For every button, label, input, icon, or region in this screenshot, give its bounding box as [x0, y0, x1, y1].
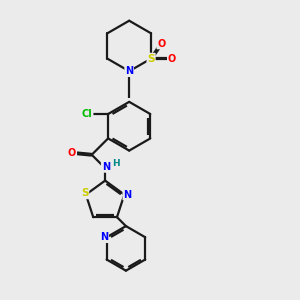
Text: N: N	[123, 190, 131, 200]
Text: O: O	[157, 39, 166, 49]
Text: O: O	[168, 54, 176, 64]
Text: N: N	[100, 232, 108, 242]
Text: S: S	[147, 54, 155, 64]
Text: H: H	[112, 160, 120, 169]
Text: S: S	[81, 188, 88, 198]
Text: N: N	[125, 66, 133, 76]
Text: N: N	[102, 162, 110, 172]
Text: Cl: Cl	[82, 109, 93, 119]
Text: O: O	[68, 148, 76, 158]
